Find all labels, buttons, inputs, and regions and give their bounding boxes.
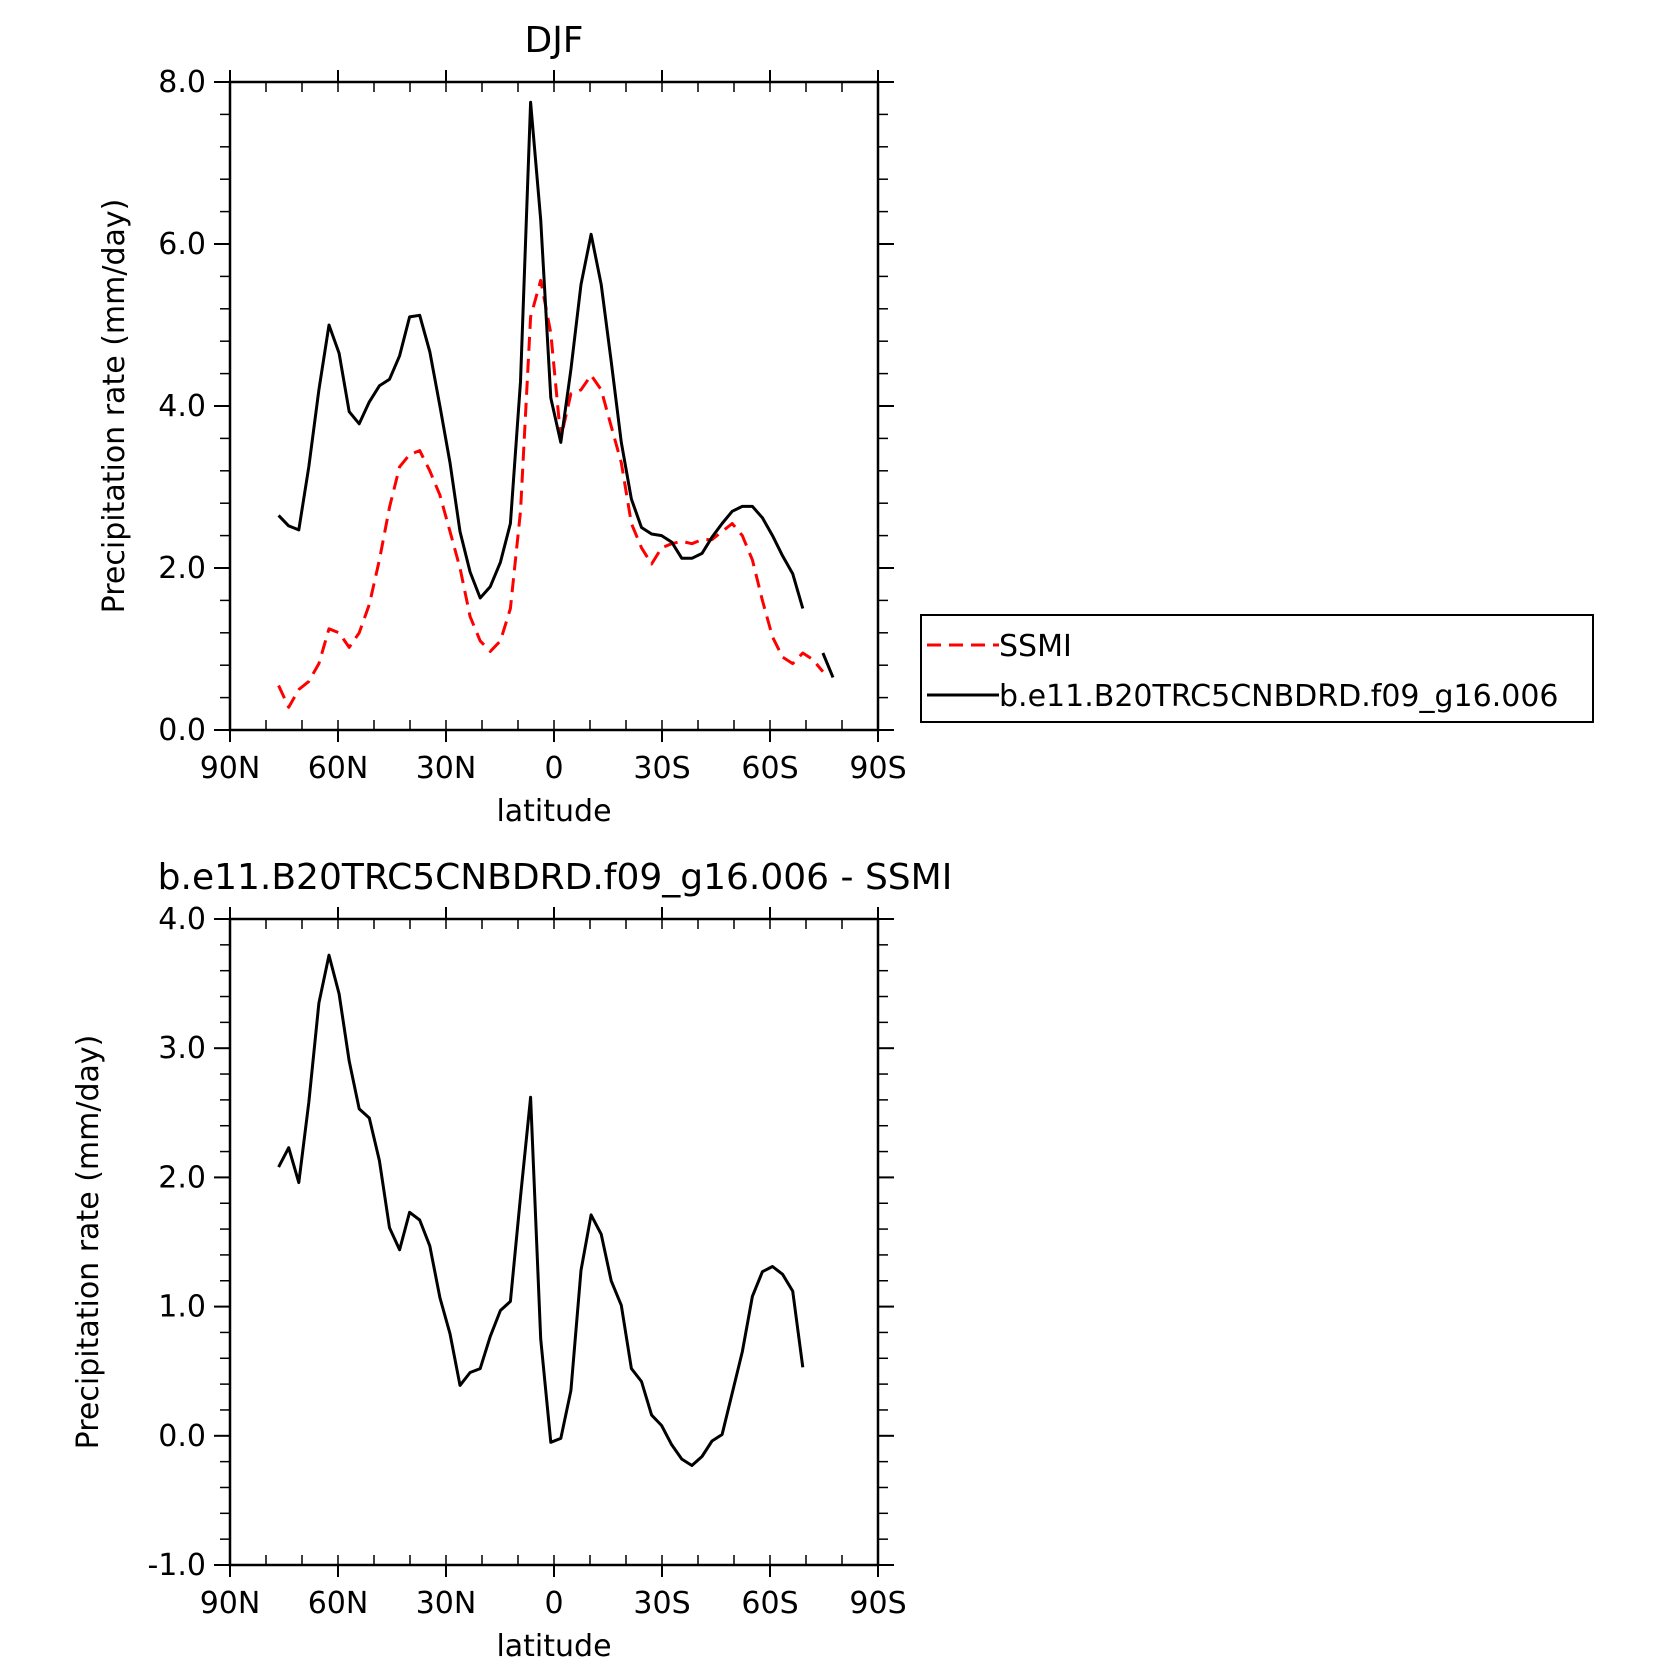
x-tick-label: 60N [308, 751, 369, 786]
legend-entry-label: b.e11.B20TRC5CNBDRD.f09_g16.006 [999, 679, 1559, 714]
chart-title: DJF [524, 20, 583, 61]
y-axis-label: Precipitation rate (mm/day) [71, 1035, 106, 1450]
y-tick-label: 2.0 [158, 551, 206, 586]
x-tick-label: 90N [200, 1586, 261, 1621]
y-tick-label: 3.0 [158, 1031, 206, 1066]
x-tick-label: 90S [849, 1586, 906, 1621]
chart-title: b.e11.B20TRC5CNBDRD.f09_g16.006 - SSMI [158, 857, 953, 898]
x-axis-label: latitude [496, 794, 611, 829]
y-tick-label: 0.0 [158, 713, 206, 748]
x-tick-label: 0 [544, 1586, 563, 1621]
top-panel-djf: 90N 60N 30N 0 30S 60S 90S 0.0 2.0 4.0 6.0 8.0 DJF lat… [97, 20, 907, 829]
x-tick-label: 30N [416, 751, 477, 786]
y-tick-label: 6.0 [158, 227, 206, 262]
x-tick-label: 0 [544, 751, 563, 786]
x-tick-label: 30S [633, 751, 690, 786]
legend-entry-label: SSMI [999, 629, 1072, 664]
x-tick-label: 60S [741, 1586, 798, 1621]
series-line-difference [277, 953, 805, 1467]
x-axis-label: latitude [496, 1629, 611, 1664]
y-axis-label: Precipitation rate (mm/day) [97, 199, 132, 614]
x-tick-label: 90N [200, 751, 261, 786]
y-tick-label: 0.0 [158, 1419, 206, 1454]
x-tick-label: 30N [416, 1586, 477, 1621]
x-tick-label: 90S [849, 751, 906, 786]
x-tick-label: 60S [741, 751, 798, 786]
legend: SSMI b.e11.B20TRC5CNBDRD.f09_g16.006 [920, 614, 1594, 723]
y-tick-label: 4.0 [158, 389, 206, 424]
y-tick-label: 8.0 [158, 65, 206, 100]
x-tick-label: 30S [633, 1586, 690, 1621]
x-tick-label: 60N [308, 1586, 369, 1621]
series-line-ssmi [277, 278, 825, 709]
y-tick-label: -1.0 [147, 1548, 206, 1583]
bottom-panel-difference: 90N 60N 30N 0 30S 60S 90S -1.0 0.0 1.0 2.0 3.0 4.0 b.… [71, 857, 952, 1664]
legend-box [920, 614, 1594, 723]
y-tick-label: 1.0 [158, 1290, 206, 1325]
plot-frame [228, 917, 880, 1567]
y-tick-label: 2.0 [158, 1160, 206, 1195]
y-tick-label: 4.0 [158, 902, 206, 937]
series-line-b [277, 100, 835, 678]
